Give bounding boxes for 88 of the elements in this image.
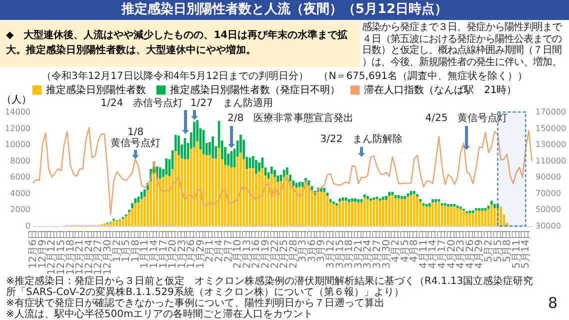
y-tick-label: 4000 <box>10 188 30 198</box>
y-tick-label: 6000 <box>10 172 30 182</box>
annotation: 1/8 黄信号点灯 <box>110 127 162 149</box>
x-tick-label: 2月7日 <box>223 230 234 262</box>
x-tick-label: 4月17日 <box>437 230 448 269</box>
x-tick-label: 2月16日 <box>251 230 262 269</box>
x-tick-label: 2月13日 <box>242 230 253 269</box>
x-tick-label: 1月14日 <box>148 230 160 269</box>
x-tick-label: 12月9日 <box>37 230 48 269</box>
y-tick-label: 12000 <box>5 124 30 133</box>
y2-tick-label: 50000 <box>536 205 561 214</box>
x-tick-label: 12月24日 <box>84 230 95 275</box>
x-tick-label: 2月28日 <box>288 230 300 269</box>
x-tick-label: 1月23日 <box>176 230 188 269</box>
annotation: 4/25 黄信号点灯 <box>424 113 509 124</box>
annotation: 3/22 まん防解除 <box>319 134 404 145</box>
text: 感染から発症まで３日、発症から陽性判明まで４日（第五波における発症から陽性公表までの日数）と仮定し、概ね点線枠囲み期間（７日間）は、今後、新規陽性者の発生に伴い、増加。 <box>362 22 563 68</box>
legend-label: 推定感染日別陽性者数 <box>46 84 146 96</box>
chart-subtitle: ◆ 大型連休後、人流はやや減少したものの、14日は再び年末の水準まで拡大。推定感染日別陽性者数は、大型連休中にやや増加。 <box>0 21 360 67</box>
x-tick-label: 1月20日 <box>168 230 179 269</box>
y2-tick-label: 130000 <box>536 140 566 150</box>
x-tick-label: 3月27日 <box>372 230 383 269</box>
x-tick-label: 5月2日 <box>483 230 494 262</box>
x-tick-label: 1月2日 <box>112 230 123 262</box>
y2-tick-label: 70000 <box>536 188 561 198</box>
x-tick-label: 3月3日 <box>298 230 309 262</box>
x-tick-label: 2月1日 <box>204 230 216 262</box>
y2-tick-label: 30000 <box>536 222 561 230</box>
x-tick-label: 1月29日 <box>195 230 206 269</box>
y-tick-label: 8000 <box>10 156 30 166</box>
x-tick-label: 4月29日 <box>474 230 486 269</box>
x-tick-label: 2月19日 <box>260 230 272 269</box>
x-tick-label: 1月26日 <box>186 230 198 269</box>
legend-label: 滞在人口指数（なんば駅 21時） <box>364 84 517 96</box>
y2-tick-label: 170000 <box>536 108 566 116</box>
x-tick-label: 12月18日 <box>65 230 76 275</box>
x-tick-label: 1月8日 <box>130 230 142 262</box>
text: （令和3年12月17日以降令和4年5月12日までの判明日分） （N＝675,691名（調査中、無症状を除く）） <box>40 71 529 82</box>
x-tick-label: 3月30日 <box>381 230 392 269</box>
x-tick-label: 4月8日 <box>409 230 420 262</box>
x-tick-label: 4月2日 <box>390 230 402 262</box>
x-tick-label: 4月26日 <box>464 230 476 269</box>
x-tick-label: 2月4日 <box>214 230 226 262</box>
x-tick-label: 3月24日 <box>362 230 374 269</box>
x-tick-label: 12月12日 <box>46 230 58 275</box>
x-tick-label: 4月14日 <box>428 230 439 269</box>
text: ※有症状で発症日が確認できなかった事例について、陽性判明日から７日遡って算出 <box>6 298 386 309</box>
x-tick-label: 12月6日 <box>28 230 40 269</box>
x-tick-label: 3月9日 <box>316 230 328 262</box>
y2-tick-label: 150000 <box>536 124 566 133</box>
y2-tick-label: 110000 <box>536 156 566 166</box>
x-tick-label: 2月10日 <box>232 230 244 269</box>
x-tick-label: 12月30日 <box>102 230 114 275</box>
annotation: 2/8 医療非常事態宣言発出 <box>227 113 355 124</box>
x-tick-label: 2月25日 <box>279 230 290 269</box>
x-tick-label: 3月15日 <box>334 230 346 269</box>
x-tick-label: 12月21日 <box>74 230 86 275</box>
x-tick-label: 5月14日 <box>520 230 532 269</box>
x-tick-label: 3月21日 <box>353 230 364 269</box>
x-tick-label: 5月5日 <box>492 230 504 262</box>
x-tick-label: 1月17日 <box>158 230 170 269</box>
y-tick-label: 14000 <box>5 108 30 116</box>
x-tick-label: 3月6日 <box>306 230 318 262</box>
x-tick-label: 2月22日 <box>270 230 281 269</box>
text: ※人流は、駅中心半径500mエリアの各時間ごと滞在人口をカウント <box>6 309 314 320</box>
x-tick-label: 12月15日 <box>56 230 68 275</box>
y-tick-label: 10000 <box>5 140 30 150</box>
y-axis-title: （人） <box>2 94 32 106</box>
x-tick-label: 4月23日 <box>456 230 467 269</box>
text: 1/24 赤信号点灯 <box>100 98 184 109</box>
legend-label: 推定感染日別陽性者数（発症日不明） <box>170 84 340 96</box>
y-tick-label: 0 <box>25 222 30 230</box>
x-tick-label: 1月5日 <box>121 230 132 262</box>
text: 8 <box>548 294 559 312</box>
text: 1/27 まん防適用 <box>190 98 274 109</box>
text: ※推定感染日：発症日から３日前と仮定 オミクロン株感染例の潜伏期間解析結果に基づく（R4.1.13国立感染症研究所「SARS-CoV-2の変異株B.1.1.529系統（オミクロン株）について（第６報）」より） <box>6 276 534 298</box>
x-tick-label: 12月27日 <box>93 230 104 275</box>
x-tick-label: 3月18日 <box>344 230 356 269</box>
x-tick-label: 5月11日 <box>511 230 522 269</box>
x-tick-label: 1月11日 <box>140 230 151 269</box>
y2-tick-label: 90000 <box>536 172 561 182</box>
chart-title: 推定感染日別陽性者数と人流（夜間）（5月12日時点） <box>0 0 569 20</box>
x-tick-label: 4月5日 <box>400 230 411 262</box>
y-tick-label: 2000 <box>10 205 30 214</box>
x-tick-label: 5月8日 <box>502 230 514 262</box>
x-tick-label: 3月12日 <box>326 230 337 269</box>
x-tick-label: 4月20日 <box>446 230 458 269</box>
x-tick-label: 4月11日 <box>418 230 430 269</box>
